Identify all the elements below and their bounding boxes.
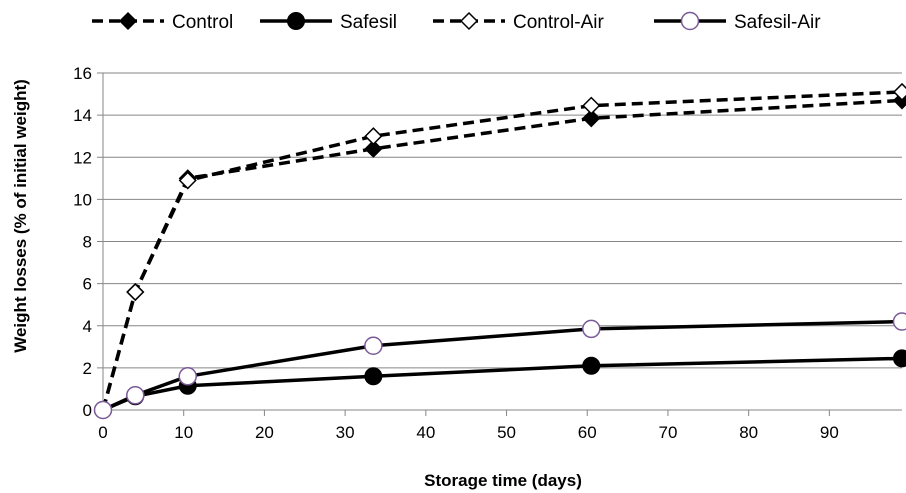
series-line-safesil-air [102, 319, 903, 412]
legend-label: Safesil [340, 12, 397, 33]
y-tick-label: 14 [73, 106, 92, 125]
legend: Control Safesil Control-Air Safesil-Air [92, 11, 821, 33]
data-point-circle-open [93, 400, 113, 420]
data-point-circle-open [892, 312, 906, 331]
data-point-diamond [364, 139, 383, 158]
x-tick-label: 50 [497, 423, 516, 442]
x-tick-label: 10 [174, 423, 193, 442]
y-tick-label: 12 [73, 148, 92, 167]
series-line-safesil [102, 356, 903, 412]
y-tick-label: 6 [83, 275, 92, 294]
data-point-diamond [364, 127, 383, 146]
data-point-circle-open [680, 11, 700, 31]
data-point-circle-open [178, 367, 197, 386]
x-tick-label: 90 [820, 423, 839, 442]
legend-label: Control [172, 12, 233, 33]
data-point-diamond [118, 11, 138, 31]
x-tick-label: 70 [658, 423, 677, 442]
x-tick-label: 30 [336, 423, 355, 442]
x-tick-label: 20 [255, 423, 274, 442]
y-tick-label: 10 [73, 190, 92, 209]
data-point-circle-open [582, 319, 601, 339]
data-point-circle [893, 349, 906, 368]
x-tick-label: 60 [578, 423, 597, 442]
x-tick-label: 40 [416, 423, 435, 442]
data-point-diamond [892, 82, 906, 102]
x-axis-title: Storage time (days) [424, 471, 582, 490]
data-point-circle-open [364, 336, 383, 356]
data-point-circle [582, 356, 601, 375]
data-point-diamond [582, 109, 601, 128]
y-tick-label: 8 [83, 233, 92, 252]
series-line-control-air [101, 90, 903, 411]
tick-labels: 0 2 4 6 8 10 12 14 16 0 10 20 30 40 50 60 70 80 90 [73, 64, 839, 442]
data-point-diamond [126, 282, 145, 302]
series-line-control [101, 98, 903, 411]
data-point-circle-open [126, 386, 145, 405]
data-point-circle [364, 367, 383, 386]
x-tick-label: 80 [739, 423, 758, 442]
data-point-circle [287, 12, 305, 30]
y-tick-label: 16 [73, 64, 92, 83]
y-axis-title: Weight losses (% of initial weight) [11, 79, 30, 353]
y-tick-label: 4 [83, 317, 92, 336]
axes [97, 72, 902, 416]
y-tick-label: 0 [83, 401, 92, 420]
plot-area [93, 82, 906, 420]
data-point-diamond [178, 171, 197, 190]
legend-label: Safesil-Air [734, 12, 821, 33]
data-point-diamond [582, 96, 601, 115]
y-tick-label: 2 [83, 359, 92, 378]
x-tick-label: 0 [98, 423, 107, 442]
data-point-diamond [459, 11, 479, 31]
legend-label: Control-Air [513, 12, 604, 33]
